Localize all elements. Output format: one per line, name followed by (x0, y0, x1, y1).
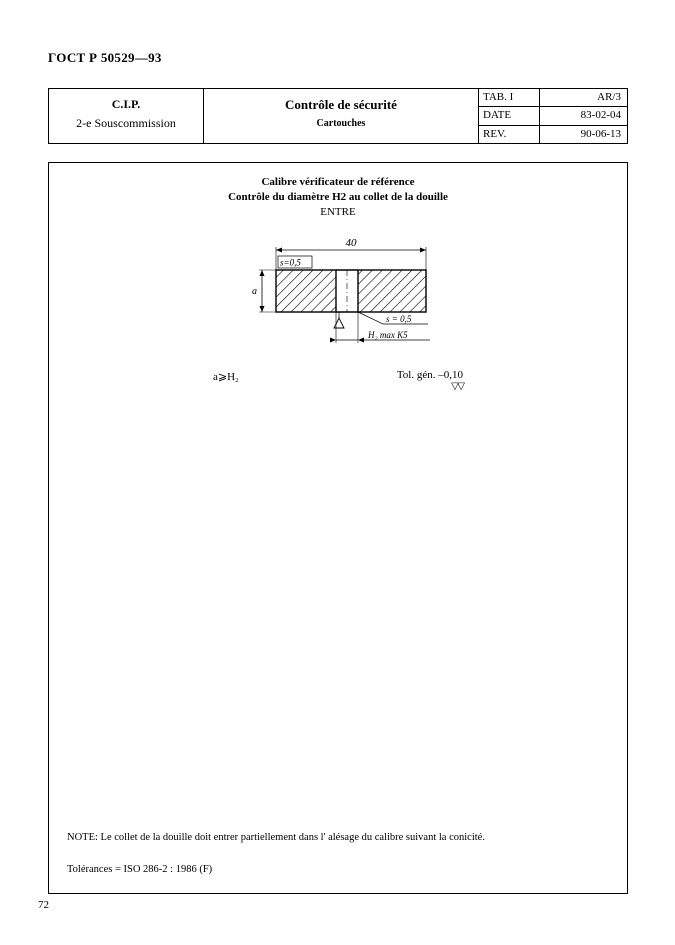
header-bar: C.I.P. 2-e Souscommission Contrôle de sé… (48, 88, 628, 144)
header-row-tab: TAB. I AR/3 (479, 89, 627, 107)
tab-val: AR/3 (539, 89, 627, 106)
tech-drawing: 40 s=0,5 a s = 0,5 H₂ max K5 (228, 226, 448, 366)
tol-gen: Tol. gén. –0,10 ▽ ▽ (397, 370, 463, 392)
main-frame: Calibre vérificateur de référence Contrô… (48, 162, 628, 894)
svg-text:s = 0,5: s = 0,5 (386, 314, 412, 324)
rev-val: 90-06-13 (539, 126, 627, 143)
cip-label: C.I.P. (49, 97, 203, 112)
controle-title: Contrôle de sécurité (204, 97, 478, 113)
subcommission-label: 2-e Souscommission (49, 116, 203, 131)
tab-key: TAB. I (479, 89, 539, 106)
header-right: TAB. I AR/3 DATE 83-02-04 REV. 90-06-13 (479, 89, 627, 143)
svg-text:40: 40 (346, 237, 358, 249)
cartouches-sub: Cartouches (204, 118, 478, 129)
svg-text:a: a (252, 286, 257, 297)
figure-title: Calibre vérificateur de référence Contrô… (67, 175, 609, 220)
title-line2: Contrôle du diamètre H2 au collet de la … (67, 190, 609, 205)
header-left: C.I.P. 2-e Souscommission (49, 89, 204, 143)
title-line1: Calibre vérificateur de référence (67, 175, 609, 190)
tolgen-val: –0,10 (438, 369, 463, 381)
header-middle: Contrôle de sécurité Cartouches (204, 89, 479, 143)
tolerances-text: Tolérances = ISO 286-2 : 1986 (F) (67, 864, 212, 875)
header-row-rev: REV. 90-06-13 (479, 126, 627, 143)
doc-standard: ГОСТ Р 50529—93 (48, 50, 628, 66)
rev-key: REV. (479, 126, 539, 143)
page-number: 72 (38, 899, 49, 911)
header-row-date: DATE 83-02-04 (479, 107, 627, 125)
svg-text:s=0,5: s=0,5 (280, 257, 301, 267)
svg-text:H₂ max K5: H₂ max K5 (367, 330, 408, 340)
date-val: 83-02-04 (539, 107, 627, 124)
below-drawing-line: a⩾H₂ Tol. gén. –0,10 ▽ ▽ (213, 370, 463, 392)
a-geq-h2: a⩾H₂ (213, 370, 239, 392)
note-text: NOTE: Le collet de la douille doit entre… (67, 832, 609, 843)
surface-triangles: ▽ ▽ (451, 381, 463, 392)
entre-label: ENTRE (67, 205, 609, 220)
date-key: DATE (479, 107, 539, 124)
tolgen-label: Tol. gén. (397, 369, 436, 381)
